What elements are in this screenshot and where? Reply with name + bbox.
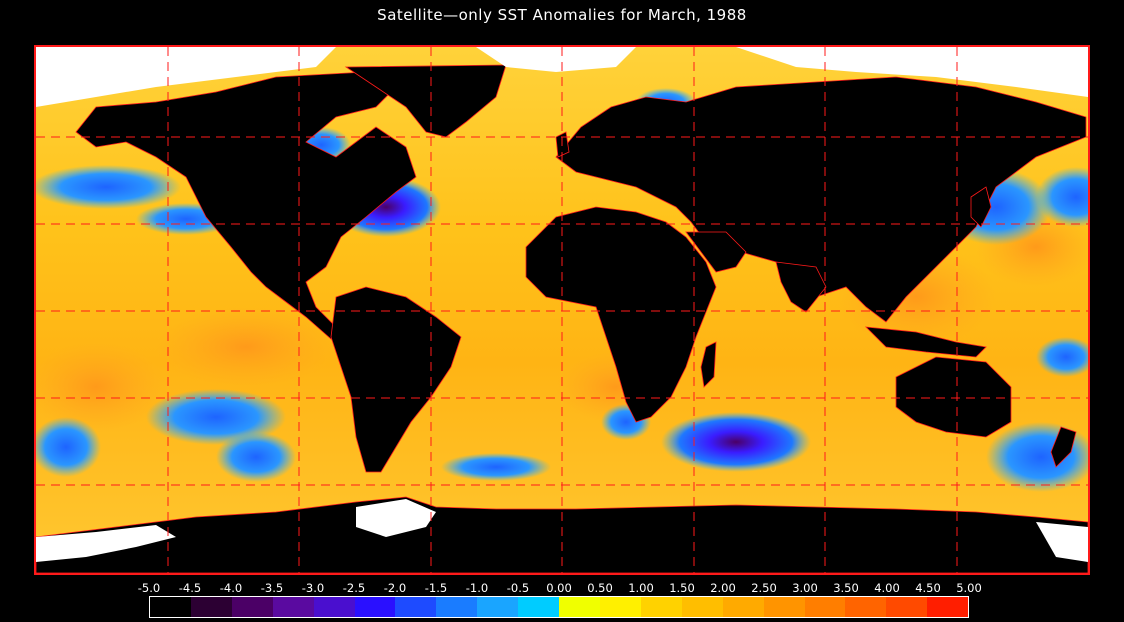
landmass-arabia xyxy=(685,231,747,273)
ice-arctic-west xyxy=(36,47,336,107)
colorbar-swatch xyxy=(927,597,969,617)
lat-lon-grid xyxy=(36,47,1088,573)
colorbar-tick-label: -0.5 xyxy=(506,581,530,595)
colorbar-swatch xyxy=(804,597,846,617)
colorbar-tick-label: -2.5 xyxy=(342,581,366,595)
colorbar-tick-label: -2.0 xyxy=(383,581,407,595)
colorbar-tick-label: -1.5 xyxy=(424,581,448,595)
ice-antarctic-ross xyxy=(1036,522,1088,562)
colorbar-tick-label: 3.00 xyxy=(792,581,818,595)
colorbar-swatch xyxy=(477,597,519,617)
colorbar-swatch xyxy=(436,597,478,617)
colorbar-swatch xyxy=(150,597,191,617)
colorbar-legend xyxy=(149,596,969,618)
colorbar-tick-label: 0.00 xyxy=(546,581,572,595)
colorbar-swatch xyxy=(190,597,232,617)
ice-antarctic-weddell xyxy=(356,499,436,537)
landmass-new-zealand xyxy=(1050,426,1077,468)
colorbar-tick-label: -4.5 xyxy=(178,581,202,595)
colorbar-swatch xyxy=(231,597,273,617)
colorbar-swatch xyxy=(559,597,600,617)
map-title: Satellite—only SST Anomalies for March, … xyxy=(377,6,747,24)
colorbar-swatch xyxy=(518,597,560,617)
colorbar-swatch xyxy=(886,597,928,617)
landmass-india xyxy=(775,261,827,313)
colorbar-tick-label: 2.00 xyxy=(710,581,736,595)
colorbar-tick-label: -3.5 xyxy=(260,581,284,595)
colorbar-tick-label: 4.00 xyxy=(874,581,900,595)
colorbar-swatch xyxy=(599,597,641,617)
landmass-south-america xyxy=(330,286,462,473)
ice-arctic-center xyxy=(476,47,636,72)
landmass-japan xyxy=(970,186,992,228)
colorbar-tick-label: -4.0 xyxy=(219,581,243,595)
landmass-north-america xyxy=(75,71,417,340)
colorbar-tick-label: -5.0 xyxy=(137,581,161,595)
colorbar-tick-label: 0.50 xyxy=(587,581,613,595)
colorbar-tick-label: -1.0 xyxy=(465,581,489,595)
colorbar-swatch xyxy=(681,597,723,617)
ice-regions xyxy=(36,47,1088,562)
colorbar-swatch xyxy=(763,597,805,617)
colorbar-swatch xyxy=(354,597,396,617)
colorbar-swatch xyxy=(395,597,437,617)
colorbar-swatch xyxy=(272,597,314,617)
ice-arctic-east xyxy=(736,47,1088,97)
sst-anomaly-map xyxy=(34,45,1090,575)
colorbar-tick-label: 1.00 xyxy=(628,581,654,595)
ice-antarctic-sea xyxy=(36,525,176,562)
colorbar-tick-label: 5.00 xyxy=(956,581,982,595)
colorbar-tick-label: 1.50 xyxy=(669,581,695,595)
world-map-svg xyxy=(36,47,1088,573)
landmass-africa xyxy=(525,206,717,423)
colorbar-tick-label: 3.50 xyxy=(833,581,859,595)
colorbar-swatch xyxy=(722,597,764,617)
colorbar-swatch xyxy=(845,597,887,617)
colorbar-tick-label: 4.50 xyxy=(915,581,941,595)
landmass-eurasia xyxy=(555,76,1087,323)
colorbar-swatch xyxy=(640,597,682,617)
colorbar-tick-label: -3.0 xyxy=(301,581,325,595)
colorbar-swatch xyxy=(313,597,355,617)
colorbar-tick-label: 2.50 xyxy=(751,581,777,595)
landmass-madagascar xyxy=(700,341,717,388)
landmass-indonesia xyxy=(864,326,987,358)
landmass-australia xyxy=(895,356,1012,438)
land-masses xyxy=(36,64,1088,573)
colorbar-tick-labels: -5.0 -4.5 -4.0 -3.5 -3.0 -2.5 -2.0 -1.5 -1.0 -0.5… xyxy=(0,581,1124,595)
